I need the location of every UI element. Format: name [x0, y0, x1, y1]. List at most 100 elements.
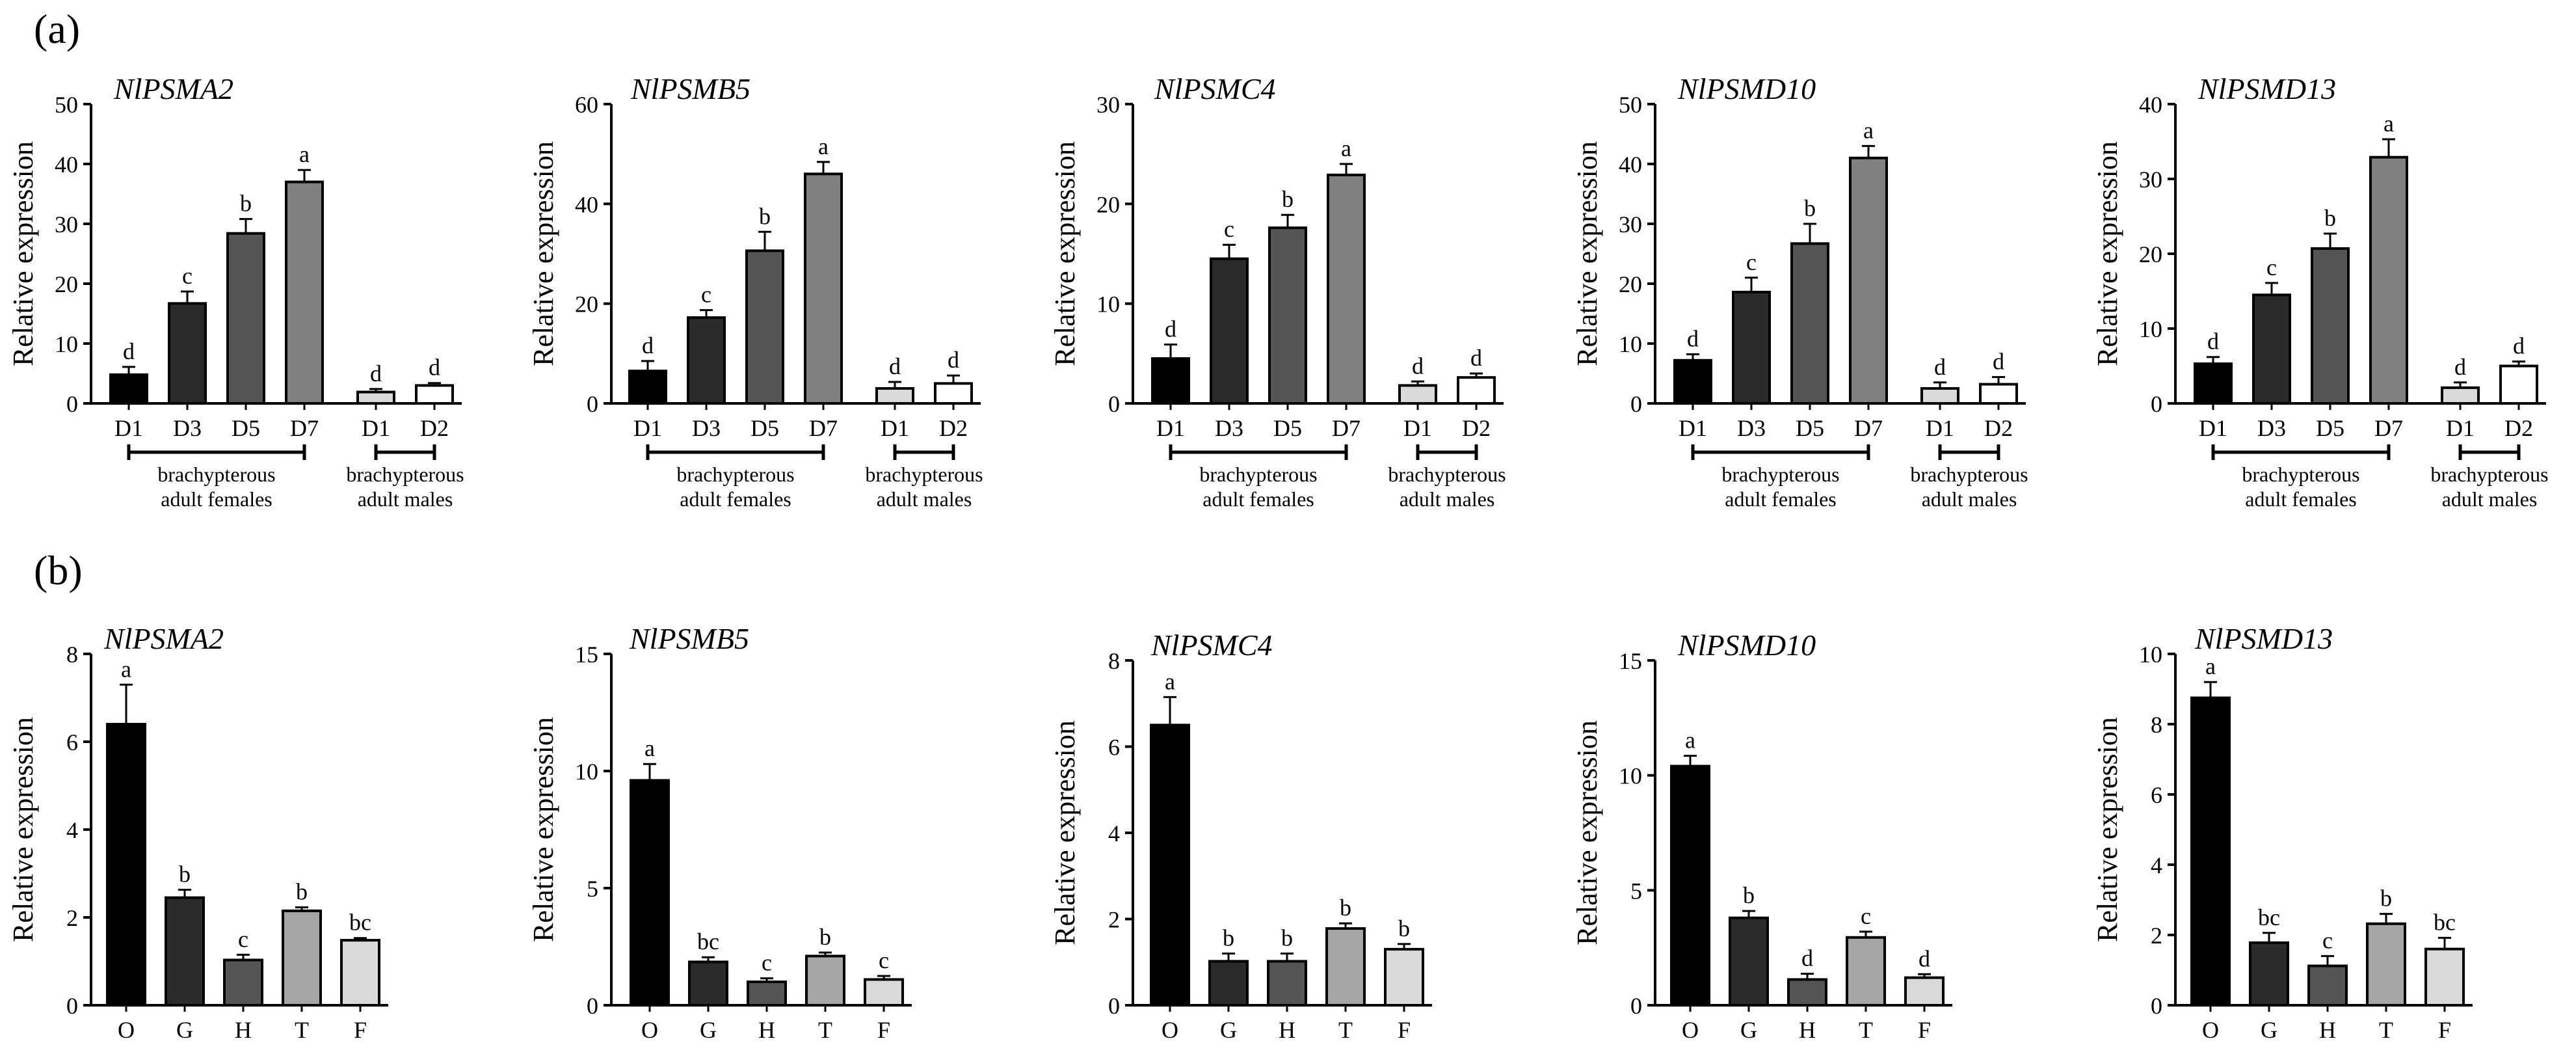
y-tick-label: 30 [1096, 92, 1120, 118]
chart-title: NlPSMB5 [629, 622, 749, 655]
y-axis-label: Relative expression [1049, 720, 1081, 945]
bar [1150, 724, 1190, 1007]
x-tick-label: D3 [1737, 415, 1766, 441]
significance-letter: b [179, 861, 191, 887]
x-tick-label: T [818, 1017, 832, 1043]
group-label-line-1: brachypterous [346, 463, 464, 486]
y-axis-label: Relative expression [1571, 720, 1603, 945]
group-label-line-2: adult males [877, 487, 972, 511]
y-tick-label: 30 [55, 211, 78, 237]
x-tick-label: D3 [173, 415, 202, 441]
significance-letter: d [2513, 333, 2525, 359]
x-tick-label: O [1682, 1017, 1699, 1043]
y-tick-label: 0 [66, 993, 78, 1019]
significance-letter: b [1282, 186, 1294, 212]
bar [1208, 960, 1249, 1007]
chart-title: NlPSMD13 [2198, 72, 2336, 105]
significance-letter: a [1685, 727, 1695, 753]
bar [2311, 247, 2350, 405]
significance-letter: c [238, 926, 248, 952]
bar [415, 384, 454, 405]
y-tick-label: 8 [66, 642, 78, 668]
chart-title: NlPSMB5 [630, 72, 750, 105]
x-tick-label: T [1338, 1017, 1353, 1043]
significance-letter: c [1861, 903, 1871, 929]
bar [168, 302, 207, 405]
bar [2424, 947, 2465, 1007]
bar [1398, 384, 1437, 405]
y-tick-label: 10 [1096, 291, 1120, 318]
significance-letter: a [2205, 653, 2216, 679]
bar [747, 981, 787, 1007]
group-label-line-1: brachypterous [865, 463, 983, 486]
x-tick-label: O [641, 1017, 658, 1043]
significance-letter: b [819, 924, 831, 950]
significance-letter: d [2454, 354, 2466, 380]
chart-title: NlPSMD13 [2194, 622, 2333, 655]
bar [804, 172, 843, 405]
significance-letter: bc [2434, 909, 2456, 935]
panel-label-a: (a) [34, 6, 81, 52]
y-tick-label: 40 [2139, 92, 2162, 118]
group-label-line-1: brachypterous [1199, 463, 1317, 486]
group-label-line-2: adult females [2245, 487, 2356, 511]
y-tick-label: 2 [2151, 923, 2162, 949]
significance-letter: c [2266, 254, 2277, 280]
y-tick-label: 20 [2139, 241, 2162, 267]
y-axis-label: Relative expression [1049, 141, 1081, 366]
significance-letter: b [1281, 925, 1293, 951]
bar [1210, 257, 1249, 405]
bar [1979, 383, 2018, 405]
significance-letter: b [1340, 895, 1351, 921]
significance-letter: c [701, 282, 711, 308]
y-axis-label: Relative expression [7, 141, 39, 366]
x-tick-label: D1 [2446, 415, 2475, 441]
group-label-line-1: brachypterous [157, 463, 275, 486]
y-tick-label: 4 [1108, 820, 1120, 846]
group-label-line-1: brachypterous [2430, 463, 2548, 486]
chart-6: NlPSMA2 Relative expression 0 2 4 6 8 a Ob Gc Hb Tb… [7, 622, 388, 1043]
bar [745, 249, 784, 405]
x-tick-label: F [1398, 1017, 1411, 1043]
significance-letter: c [1746, 249, 1757, 275]
y-tick-label: 4 [2151, 852, 2162, 878]
significance-letter: b [1398, 915, 1410, 941]
y-tick-label: 0 [587, 391, 598, 417]
significance-letter: c [879, 947, 889, 973]
x-tick-label: D1 [1403, 415, 1432, 441]
x-tick-label: F [354, 1017, 367, 1043]
bar [1673, 359, 1712, 405]
significance-letter: b [1743, 882, 1755, 908]
significance-letter: d [1470, 345, 1482, 371]
x-tick-label: D3 [692, 415, 721, 441]
bar [1790, 242, 1829, 405]
group-label-line-1: brachypterous [676, 463, 794, 486]
x-tick-label: O [2202, 1017, 2219, 1043]
bar [934, 382, 973, 405]
bar [1920, 387, 1959, 405]
y-tick-label: 40 [1619, 152, 1642, 178]
x-tick-label: F [1918, 1017, 1931, 1043]
x-tick-label: G [2261, 1017, 2277, 1043]
significance-letter: bc [697, 928, 719, 954]
y-tick-label: 20 [1096, 191, 1120, 217]
chart-title: NlPSMA2 [113, 72, 233, 105]
y-tick-label: 6 [1108, 735, 1120, 761]
x-tick-label: G [700, 1017, 717, 1043]
bar [1151, 357, 1190, 405]
bar [2369, 156, 2408, 405]
group-label-line-2: adult females [1202, 487, 1314, 511]
y-axis-label: Relative expression [1571, 141, 1603, 366]
y-tick-label: 0 [1630, 391, 1642, 417]
x-tick-label: D7 [809, 415, 838, 441]
chart-3: NlPSMC4 Relative expression 0 10 20 30 d D1 c D3 b… [1049, 72, 1506, 511]
bar [1670, 765, 1710, 1007]
y-axis-label: Relative expression [2091, 717, 2123, 942]
y-tick-label: 60 [575, 92, 598, 118]
significance-letter: d [1412, 353, 1424, 379]
bar [805, 954, 845, 1007]
bar [630, 779, 670, 1007]
bar [340, 939, 380, 1007]
x-tick-label: D5 [750, 415, 779, 441]
